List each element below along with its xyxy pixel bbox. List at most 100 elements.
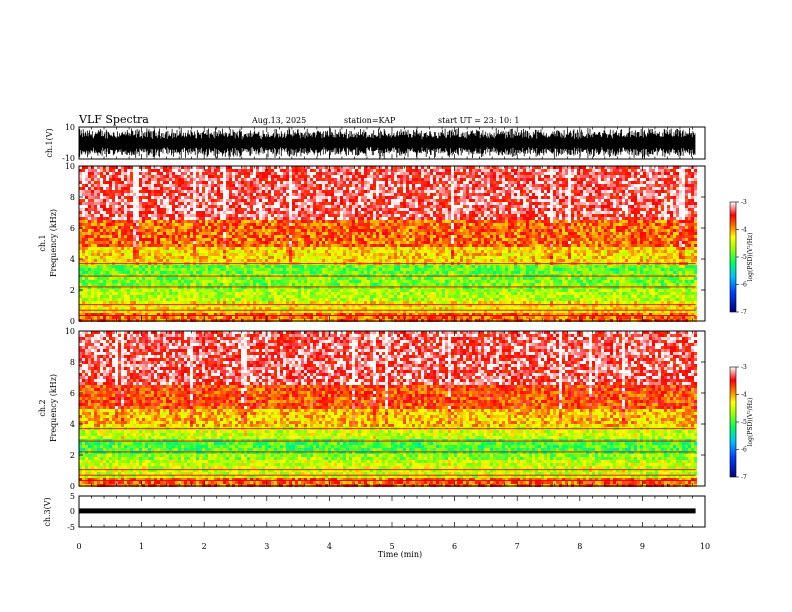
ch1-spec-cell (190, 316, 193, 319)
ch1-spec-cell (139, 274, 142, 277)
ch1-spec-cell (82, 229, 85, 232)
ch1-spec-cell (256, 268, 259, 271)
ch1-spec-cell (85, 205, 88, 208)
ch1-spec-cell (130, 193, 133, 196)
ch1-spec-cell (256, 301, 259, 304)
ch1-spec-cell (214, 184, 217, 187)
ch1-spec-cell (205, 289, 208, 292)
ch1-spec-cell (286, 226, 289, 229)
ch1-spec-cell (130, 172, 133, 175)
ch1-spec-cell (190, 295, 193, 298)
ch1-spec-cell (286, 193, 289, 196)
ch1-spec-cell (328, 229, 331, 232)
ch1-spec-cell (109, 238, 112, 241)
ch1-spec-cell (133, 184, 136, 187)
ch1-spec-cell (238, 238, 241, 241)
ch1-spec-cell (283, 211, 286, 214)
ch1-spec-cell (313, 172, 316, 175)
ch1-spec-cell (337, 295, 340, 298)
ch1-spec-cell (127, 181, 130, 184)
ch1-spec-cell (127, 184, 130, 187)
ch1-spec-cell (136, 307, 139, 310)
ch1-spec-cell (322, 214, 325, 217)
ch1-spec-cell (157, 289, 160, 292)
ch1-spec-cell (247, 280, 250, 283)
ch1-spec-cell (181, 256, 184, 259)
ch1-spec-cell (208, 238, 211, 241)
ch1-spec-cell (244, 187, 247, 190)
ch1-spec-cell (97, 307, 100, 310)
ch1-spec-cell (154, 226, 157, 229)
ch1-spec-cell (175, 241, 178, 244)
ch1-spec-cell (196, 268, 199, 271)
ch1-spec-cell (235, 193, 238, 196)
ch1-spec-cell (163, 214, 166, 217)
ch1-spec-cell (166, 166, 169, 169)
ch1-spec-cell (82, 295, 85, 298)
ch1-spec-cell (214, 292, 217, 295)
ch1-spec-cell (289, 193, 292, 196)
ch1-spec-cell (79, 172, 82, 175)
ch1-spec-cell (259, 301, 262, 304)
ch1-spec-cell (322, 277, 325, 280)
ch1-spec-cell (157, 238, 160, 241)
ch1-spec-cell (235, 169, 238, 172)
ch1-spec-cell (316, 175, 319, 178)
ch1-spec-cell (208, 217, 211, 220)
ch1-spec-cell (121, 301, 124, 304)
ch1-spec-cell (265, 250, 268, 253)
ch1-spec-cell (160, 226, 163, 229)
ch1-spec-cell (271, 193, 274, 196)
ch1-spec-cell (166, 193, 169, 196)
ch1-spec-cell (142, 283, 145, 286)
ch1-spec-cell (127, 223, 130, 226)
ch1-spec-cell (103, 280, 106, 283)
ch1-spec-cell (127, 187, 130, 190)
ch1-spec-cell (169, 226, 172, 229)
ch1-spec-cell (97, 280, 100, 283)
ch1-spec-cell (220, 169, 223, 172)
ch1-spec-cell (118, 214, 121, 217)
ch1-spec-cell (106, 238, 109, 241)
ch1-spec-cell (241, 259, 244, 262)
ch1-spec-cell (166, 286, 169, 289)
ch1-spec-cell (355, 301, 358, 304)
ch1-spec-cell (334, 211, 337, 214)
ch1-spec-cell (262, 190, 265, 193)
ch1-spec-cell (259, 259, 262, 262)
ch1-spec-cell (106, 169, 109, 172)
ch1-spec-cell (337, 316, 340, 319)
ch1-spec-cell (217, 289, 220, 292)
ch1-spec-cell (301, 193, 304, 196)
ch1-spec-cell (175, 208, 178, 211)
ch1-spec-cell (268, 193, 271, 196)
ch1-spec-cell (325, 217, 328, 220)
ch1-spec-cell (292, 244, 295, 247)
ch1-spec-cell (265, 295, 268, 298)
ch1-spec-cell (157, 256, 160, 259)
ch1-spec-cell (178, 208, 181, 211)
ch1-spec-cell (181, 205, 184, 208)
ch1-spec-cell (112, 193, 115, 196)
ch1-spec-cell (289, 226, 292, 229)
ch1-spec-cell (295, 271, 298, 274)
ch1-spec-cell (94, 241, 97, 244)
ch1-spec-cell (202, 229, 205, 232)
ch1-spec-cell (193, 205, 196, 208)
ch1-spec-cell (166, 223, 169, 226)
ch1-spec-cell (172, 253, 175, 256)
ch1-spec-cell (280, 181, 283, 184)
ch1-spec-cell (322, 307, 325, 310)
ch1-spec-cell (301, 229, 304, 232)
ch1-spec-cell (91, 226, 94, 229)
ch1-spec-cell (214, 172, 217, 175)
ch1-spec-cell (337, 256, 340, 259)
ch1-spec-cell (220, 250, 223, 253)
ch1-spec-cell (331, 175, 334, 178)
ch1-spec-cell (157, 307, 160, 310)
ch1-spec-cell (94, 202, 97, 205)
ch1-spec-cell (100, 289, 103, 292)
ch1-spec-cell (196, 292, 199, 295)
ch1-spec-cell (220, 256, 223, 259)
ch1-spec-cell (85, 229, 88, 232)
